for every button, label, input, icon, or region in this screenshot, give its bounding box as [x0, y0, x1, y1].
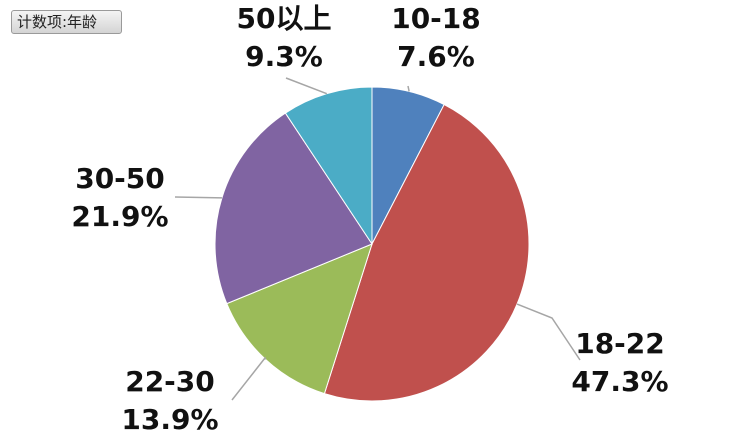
- label-18-22-category: 18-22: [575, 327, 665, 360]
- pie-slices: [214, 86, 530, 402]
- leader-line-18-22: [516, 303, 581, 361]
- label-30-50-category: 30-50: [75, 162, 165, 195]
- field-button-age-count[interactable]: 计数项:年龄: [11, 10, 122, 34]
- label-22-30-percent: 13.9%: [121, 403, 218, 436]
- label-30-50-percent: 21.9%: [71, 200, 168, 233]
- label-50plus-category: 50以上: [237, 2, 332, 35]
- label-50plus-percent: 9.3%: [245, 40, 323, 73]
- leader-line-22-30: [231, 356, 267, 401]
- label-22-30-category: 22-30: [125, 365, 215, 398]
- pie-slice-30-50: [214, 112, 373, 305]
- label-18-22-percent: 47.3%: [571, 365, 668, 398]
- pie-slice-50以上: [284, 86, 373, 246]
- leader-line-50以上: [285, 77, 328, 95]
- label-10-18-category: 10-18: [391, 2, 481, 35]
- label-10-18-percent: 7.6%: [397, 40, 475, 73]
- leader-line-30-50: [174, 196, 222, 199]
- leader-line-10-18: [407, 85, 410, 92]
- leader-lines: [174, 77, 581, 401]
- pie-slice-18-22: [323, 103, 530, 402]
